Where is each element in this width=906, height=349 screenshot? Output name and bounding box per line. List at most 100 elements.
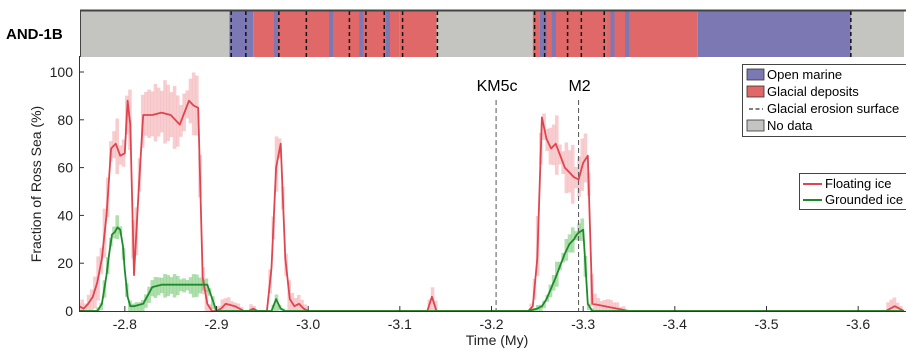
band-open-marine-sliver (625, 11, 630, 57)
band-segment-open-marine (539, 11, 547, 57)
band-open-marine-sliver (359, 11, 364, 57)
grounded-ice-band-stripe (274, 294, 279, 311)
y-tick-label: 60 (57, 160, 73, 176)
series-line-floating-ice (79, 99, 905, 312)
band-segment-glacial-deposits (253, 11, 354, 57)
grounded-ice-band-stripe (140, 299, 145, 311)
legend-label-grounded-ice: Grounded ice (825, 192, 903, 207)
floating-ice-band-stripe (195, 75, 199, 136)
y-tick-label: 80 (57, 112, 73, 128)
core-band-label: AND-1B (6, 26, 63, 43)
event-marker-label-m2: M2 (568, 78, 590, 95)
core-band (80, 11, 904, 57)
floating-ice-band-stripe (609, 299, 613, 311)
grounded-ice-band-stripe (144, 294, 148, 308)
floating-ice-band-stripe (892, 297, 897, 311)
band-segment-no-data (436, 11, 533, 57)
legend-label-glacial-deposits: Glacial deposits (767, 84, 859, 99)
grounded-ice-band-stripe (172, 274, 177, 298)
floating-ice-band-stripe (166, 84, 170, 142)
legend-swatch-glacial-deposits (746, 85, 765, 98)
x-tick-label: -3.3 (571, 316, 595, 332)
x-tick-label: -3.1 (388, 316, 412, 332)
floating-ice-band-stripe (570, 144, 575, 204)
band-segment-glacial-deposits (399, 11, 437, 57)
legend-swatch-open-marine (746, 68, 765, 81)
legend-label-erosion-surface: Glacial erosion surface (767, 101, 899, 116)
legend-label-floating-ice: Floating ice (825, 176, 891, 191)
grounded-ice-band-stripe (166, 275, 170, 297)
band-open-marine-sliver (329, 11, 334, 57)
floating-ice-band-stripe (612, 302, 616, 311)
grounded-ice-band-stripe (539, 304, 543, 311)
floating-ice-band-stripe (153, 83, 158, 142)
x-tick-label: -2.9 (204, 316, 228, 332)
x-tick-label: -3.6 (846, 316, 870, 332)
grounded-ice-band-stripe (195, 274, 199, 297)
environment-legend-box (742, 64, 906, 137)
floating-ice-band-stripe (150, 91, 155, 137)
ice-legend: Floating ice Grounded ice (799, 173, 906, 210)
y-axis-title: Fraction of Ross Sea (%) (28, 106, 44, 262)
plot-area (79, 72, 905, 312)
floating-ice-band-stripe (160, 90, 164, 133)
floating-ice-band-stripe (144, 91, 148, 136)
floating-ice-band-stripe (293, 297, 298, 311)
band-segment-open-marine (229, 11, 254, 57)
grounded-ice-band-stripe (137, 302, 142, 311)
floating-ice-band-stripe (80, 299, 84, 311)
floating-ice-band-stripe (175, 95, 180, 147)
grounded-ice-band-stripe (99, 302, 104, 311)
grounded-ice-band-stripe (131, 303, 135, 311)
event-marker-label-km5c: KM5c (477, 78, 518, 95)
floating-ice-band-stripe (163, 80, 167, 144)
floating-ice-band-stripe (172, 85, 177, 149)
x-axis-title: Time (My) (466, 332, 528, 348)
band-segment-glacial-deposits (606, 11, 698, 57)
floating-ice-band-stripe (191, 72, 196, 136)
legend-swatch-no-data (746, 119, 765, 132)
x-tick-label: -3.2 (479, 316, 503, 332)
band-segment-glacial-deposits (532, 11, 540, 57)
floating-ice-band-stripe (89, 289, 94, 311)
band-segment-glacial-deposits (546, 11, 607, 57)
floating-ice-band-stripe (621, 306, 626, 311)
grounded-ice-band-stripe (191, 274, 196, 298)
legend-label-open-marine: Open marine (767, 67, 842, 82)
series-lines (79, 99, 905, 312)
x-tick-label: -3.0 (296, 316, 320, 332)
y-tick-label: 0 (65, 303, 73, 319)
environment-legend: Open marine Glacial deposits Glacial ero… (742, 64, 906, 137)
floating-ice-band-stripe (249, 304, 253, 311)
band-segment-open-marine (697, 11, 851, 57)
event-marker-lines (495, 100, 580, 311)
floating-ice-band-stripe (303, 304, 307, 311)
band-segment-no-data (850, 11, 904, 57)
x-ticks: -2.8 -2.9 -3.0 -3.1 -3.2 -3.3 -3.4 -3.5 -3.6 (113, 306, 870, 332)
ice-legend-box (799, 173, 906, 210)
floating-ice-band-stripe (147, 89, 151, 138)
y-tick-label: 40 (57, 207, 73, 223)
floating-ice-band-stripe (615, 302, 620, 311)
grounded-ice-band-stripe (153, 276, 158, 298)
grounded-ice-band-stripe (134, 302, 139, 311)
floating-ice-band-stripe (217, 305, 221, 311)
floating-ice-band-stripe (156, 87, 161, 137)
x-tick-label: -3.5 (754, 316, 778, 332)
y-ticks: 0 20 40 60 80 100 (50, 64, 84, 319)
floating-ice-band-stripe (605, 299, 610, 311)
x-tick-label: -2.8 (113, 316, 137, 332)
x-tick-label: -3.4 (663, 316, 687, 332)
y-tick-label: 20 (57, 255, 73, 271)
band-open-marine-sliver (551, 11, 556, 57)
floating-ice-band-stripe (593, 293, 597, 311)
event-marker-labels: KM5c M2 (477, 78, 591, 95)
band-open-marine-sliver (385, 11, 390, 57)
y-tick-label: 100 (50, 64, 74, 80)
band-open-marine-sliver (610, 11, 615, 57)
floating-ice-band-stripe (886, 302, 890, 311)
floating-ice-band-stripe (889, 299, 894, 311)
band-open-marine-sliver (274, 11, 279, 57)
floating-ice-band-stripe (564, 142, 569, 194)
